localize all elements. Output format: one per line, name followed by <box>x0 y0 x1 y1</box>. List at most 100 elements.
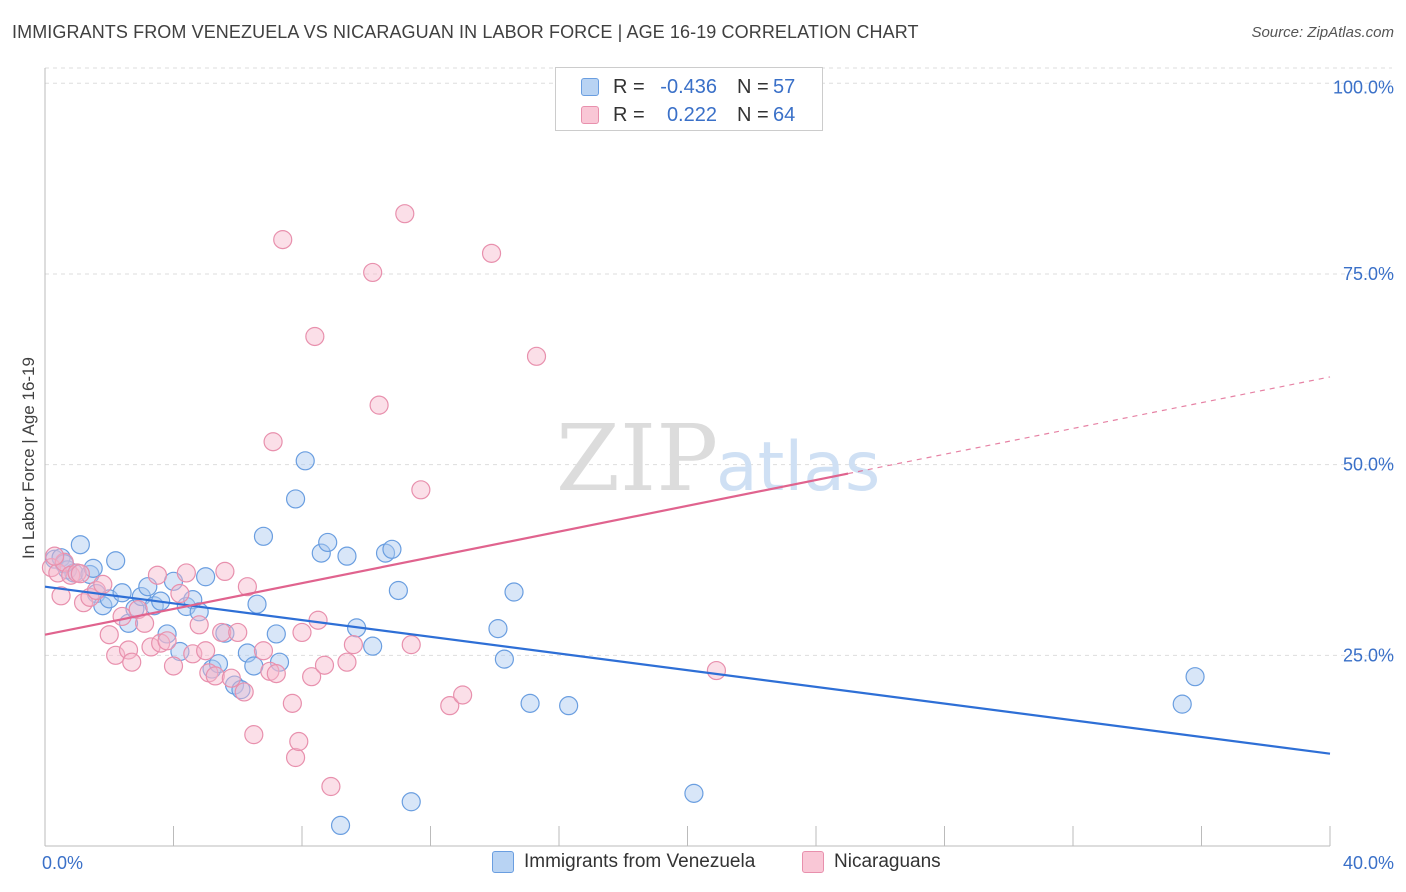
nicaraguan-point <box>526 346 547 366</box>
bottom-legend-label-venezuela: Immigrants from Venezuela <box>524 851 756 872</box>
nicaraguan-point <box>369 395 389 415</box>
venezuela-point <box>388 580 408 601</box>
nicaraguan-point <box>212 622 232 643</box>
venezuela-point <box>196 567 216 587</box>
nicaraguan-point <box>99 625 119 645</box>
nicaraguan-point <box>122 652 142 672</box>
nicaraguan-point <box>263 432 283 452</box>
venezuela-point <box>684 783 704 803</box>
legend-row-venezuela: R = -0.436 N = 57 <box>581 73 795 101</box>
venezuela-point <box>266 624 286 644</box>
venezuela-point <box>330 815 351 836</box>
nicaraguan-point <box>481 243 502 263</box>
venezuela-point <box>1172 694 1192 714</box>
nicaraguan-point <box>51 586 71 606</box>
bottom-legend-swatch-venezuela <box>492 851 514 873</box>
correlation-legend: R = -0.436 N = 57 R = 0.222 N = 64 <box>555 67 823 131</box>
trend-lines <box>44 376 1331 755</box>
nicaraguan-point <box>70 564 90 584</box>
legend-r-label: R = <box>613 75 645 98</box>
nicaraguan-point <box>112 606 132 627</box>
nicaraguan-point <box>343 635 363 655</box>
nicaraguan-point <box>163 656 184 676</box>
nicaraguan-point <box>411 480 431 500</box>
nicaraguan-point <box>292 622 312 643</box>
y-tick-label: 50.0% <box>1343 455 1394 475</box>
nicaraguan-point <box>302 667 322 687</box>
bottom-legend-label-nicaraguans: Nicaraguans <box>834 851 941 872</box>
nicaraguan-point <box>337 652 357 672</box>
venezuela-point <box>494 649 514 669</box>
nicaraguan-point <box>170 583 190 604</box>
venezuela-point <box>285 489 306 509</box>
nicaraguan-point <box>266 664 286 684</box>
nicaraguan-trend-line-extension <box>848 376 1331 475</box>
nicaraguan-point <box>196 641 216 661</box>
nicaraguan-point <box>41 557 62 578</box>
y-tick-label: 75.0% <box>1343 264 1394 284</box>
nicaraguan-point <box>147 565 168 585</box>
legend-r-value: -0.436 <box>660 75 717 98</box>
venezuela-point <box>559 696 579 716</box>
venezuela-point <box>106 551 126 571</box>
legend-n-label: N = <box>737 75 769 98</box>
bottom-legend-nicaraguans: Nicaraguans <box>802 851 941 873</box>
nicaraguan-point <box>253 641 274 661</box>
nicaraguan-point <box>244 725 264 745</box>
x-tick-label: 0.0% <box>42 853 83 873</box>
legend-swatch-nicaraguans <box>581 106 599 124</box>
venezuela-point <box>70 535 90 555</box>
nicaraguan-point <box>706 660 727 681</box>
y-axis-label: In Labor Force | Age 16-19 <box>19 357 38 559</box>
nicaraguan-point <box>314 655 335 675</box>
legend-n-value: 57 <box>773 75 796 98</box>
nicaraguan-point <box>118 640 139 660</box>
nicaraguan-point <box>321 776 341 797</box>
bottom-legend-swatch-nicaraguans <box>802 851 824 873</box>
watermark: ZIP atlas <box>556 405 880 512</box>
nicaraguan-point <box>45 546 65 566</box>
chart-source: Source: ZipAtlas.com <box>1251 24 1394 41</box>
venezuela-point <box>112 583 132 603</box>
legend-swatch-venezuela <box>581 78 599 96</box>
venezuela-point <box>247 594 267 614</box>
legend-n-value: 64 <box>773 103 796 126</box>
nicaraguan-point <box>228 622 248 643</box>
nicaraguan-point <box>237 577 257 597</box>
nicaraguan-point <box>205 666 225 686</box>
nicaraguan-trend-line <box>44 472 849 636</box>
y-tick-label: 25.0% <box>1343 645 1394 665</box>
venezuela-point <box>382 539 402 559</box>
x-ticks: 0.0% 40.0% <box>42 826 1394 873</box>
nicaraguan-point <box>395 204 415 224</box>
nicaraguan-point <box>440 696 460 716</box>
legend-n-label: N = <box>737 103 769 126</box>
nicaraguan-point <box>273 230 293 250</box>
venezuela-point <box>295 451 315 471</box>
nicaraguan-point <box>234 682 254 702</box>
legend-r-value: 0.222 <box>666 103 717 126</box>
venezuela-point <box>311 543 331 563</box>
nicaraguan-point <box>289 731 309 752</box>
x-tick-label: 40.0% <box>1343 853 1394 873</box>
nicaraguan-point <box>93 574 113 594</box>
nicaraguan-point <box>221 668 241 688</box>
venezuela-point <box>1185 667 1205 687</box>
y-tick-labels: 25.0% 50.0% 75.0% 100.0% <box>1333 77 1394 665</box>
venezuela-point <box>363 636 383 656</box>
venezuela-point <box>504 582 524 602</box>
nicaraguan-point <box>106 645 126 665</box>
nicaraguan-point <box>285 747 306 768</box>
venezuela-point <box>401 792 421 812</box>
legend-row-nicaraguans: R = 0.222 N = 64 <box>581 101 795 129</box>
nicaraguan-point <box>363 262 383 283</box>
y-tick-label: 100.0% <box>1333 77 1394 97</box>
nicaraguan-point <box>157 631 177 651</box>
nicaraguan-point <box>189 615 209 635</box>
venezuela-point <box>520 693 540 713</box>
venezuela-point <box>253 526 274 546</box>
venezuela-point <box>337 546 357 566</box>
watermark-zip: ZIP <box>556 405 718 512</box>
nicaraguan-point <box>282 693 302 713</box>
